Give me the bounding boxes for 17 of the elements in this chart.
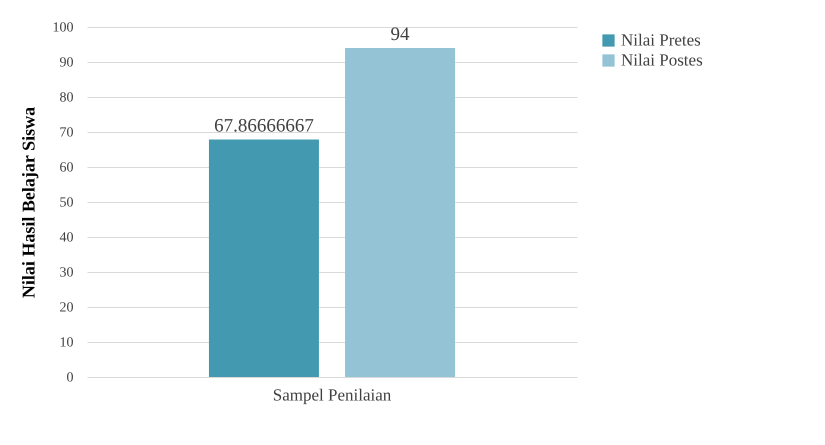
y-tick-label: 60 bbox=[60, 160, 74, 176]
y-tick-label: 90 bbox=[60, 56, 74, 70]
y-tick-label: 20 bbox=[60, 300, 74, 316]
y-tick-label: 40 bbox=[60, 230, 74, 246]
x-tick-label: Sampel Penilaian bbox=[272, 386, 392, 404]
data-label: 67.86666667 bbox=[214, 115, 314, 136]
y-axis-title: Nilai Hasil Belajar Siswa bbox=[18, 106, 38, 298]
legend-label: Nilai Pretes bbox=[621, 30, 701, 50]
legend-label: Nilai Postes bbox=[621, 50, 703, 70]
data-label: 94 bbox=[390, 24, 410, 45]
y-tick-label: 50 bbox=[60, 196, 74, 210]
y-tick-label: 30 bbox=[60, 266, 74, 280]
y-tick-label: 80 bbox=[60, 90, 74, 106]
y-tick-label: 70 bbox=[60, 126, 74, 140]
y-tick-label: 0 bbox=[66, 370, 74, 386]
y-tick-label: 10 bbox=[60, 336, 74, 350]
y-tick-label: 100 bbox=[52, 20, 74, 36]
